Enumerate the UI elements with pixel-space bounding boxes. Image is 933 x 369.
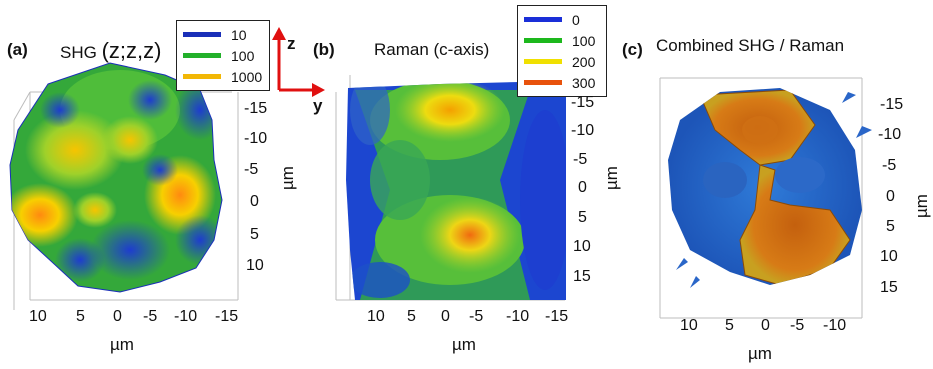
panel-c-y-tick: -10 <box>878 126 902 143</box>
panel-a-legend-label: 10 <box>231 26 247 43</box>
panel-c-x-tick: -10 <box>823 317 847 334</box>
panel-a-legend-swatch <box>183 74 221 79</box>
panel-b-legend-entry: 200 <box>524 51 600 72</box>
panel-b-y-tick: 10 <box>573 238 591 255</box>
panel-a-x-tick: 10 <box>29 308 47 325</box>
panel-a-x-tick: 5 <box>76 308 85 325</box>
panel-b-plot <box>335 75 566 301</box>
panel-b-x-tick: 10 <box>367 308 385 325</box>
panel-a-y-unit: µm <box>277 166 297 190</box>
panel-c-y-tick: 10 <box>880 248 898 265</box>
panel-a-title-text: SHG <box>60 43 97 62</box>
panel-b-legend-entry: 300 <box>524 72 600 93</box>
panel-a-legend-entry: 1000 <box>183 66 263 87</box>
panel-a-title: SHG (z;z,z) <box>60 38 161 64</box>
panel-b-legend-label: 0 <box>572 11 580 28</box>
panel-b-legend-label: 300 <box>572 74 596 91</box>
panel-c-x-tick: 5 <box>725 317 734 334</box>
panel-b-legend: 0 100 200 300 <box>517 5 607 97</box>
panel-a-legend-entry: 10 <box>183 24 263 45</box>
panel-b-y-tick: 15 <box>573 268 591 285</box>
panel-a-y-tick: 5 <box>250 226 259 243</box>
panel-a-x-tick: 0 <box>113 308 122 325</box>
panel-c-y-tick: 15 <box>880 279 898 296</box>
panel-a-x-tick: -15 <box>215 308 239 325</box>
panel-a-legend-swatch <box>183 32 221 37</box>
panel-a-legend-label: 100 <box>231 47 255 64</box>
panel-b-y-tick: 0 <box>578 179 587 196</box>
panel-b-legend-label: 200 <box>572 53 596 70</box>
axes-indicator <box>272 27 325 97</box>
panel-c-y-tick: -5 <box>882 157 897 174</box>
panel-a-y-tick: 0 <box>250 193 259 210</box>
panel-b-y-unit: µm <box>601 166 621 190</box>
panel-c-plot <box>659 77 872 319</box>
panel-c-axes-box <box>659 77 863 319</box>
panel-b-y-tick: -5 <box>573 151 588 168</box>
panel-b-legend-swatch <box>524 17 562 22</box>
panel-c-y-tick: 0 <box>886 188 895 205</box>
panel-a-title-suffix: (z;z,z) <box>101 38 162 63</box>
panel-c-x-tick: -5 <box>790 317 805 334</box>
panel-a-legend-label: 1000 <box>231 68 263 85</box>
panel-c-y-tick: 5 <box>886 218 895 235</box>
panel-b-legend-swatch <box>524 80 562 85</box>
panel-c-letter: (c) <box>622 40 643 59</box>
panel-a-legend-entry: 100 <box>183 45 263 66</box>
panel-a-y-tick: 10 <box>246 257 264 274</box>
panel-b-y-tick: 5 <box>578 209 587 226</box>
panel-b-y-tick: -15 <box>571 94 595 111</box>
panel-b-x-tick: -5 <box>469 308 484 325</box>
panel-a-x-unit: µm <box>110 335 134 354</box>
panel-a-letter: (a) <box>7 40 28 59</box>
panel-b-title: Raman (c-axis) <box>374 40 490 59</box>
panel-b-y-tick: -10 <box>571 122 595 139</box>
panel-b-x-tick: -15 <box>545 308 569 325</box>
panel-a-x-tick: -5 <box>143 308 158 325</box>
panel-c-x-unit: µm <box>748 344 772 363</box>
panel-a-y-tick: -5 <box>244 161 259 178</box>
panel-b-x-tick: 5 <box>407 308 416 325</box>
panel-b-legend-entry: 0 <box>524 9 600 30</box>
panel-a-x-tick: -10 <box>174 308 198 325</box>
panel-b-legend-swatch <box>524 59 562 64</box>
panel-c-x-tick: 0 <box>761 317 770 334</box>
panel-a-legend: 10 100 1000 <box>176 20 270 91</box>
panel-a-legend-swatch <box>183 53 221 58</box>
panel-b-legend-entry: 100 <box>524 30 600 51</box>
panel-c-x-tick: 10 <box>680 317 698 334</box>
panel-b-legend-label: 100 <box>572 32 596 49</box>
panel-a-y-tick: -15 <box>244 100 268 117</box>
panel-b-legend-swatch <box>524 38 562 43</box>
panel-b-x-tick: 0 <box>441 308 450 325</box>
panel-c-y-tick: -15 <box>880 96 904 113</box>
panel-a-plot <box>9 62 239 310</box>
panel-a-y-tick: -10 <box>244 130 268 147</box>
panel-b-x-tick: -10 <box>506 308 530 325</box>
panel-b-letter: (b) <box>313 40 335 59</box>
axis-indicator-z-label: z <box>287 34 296 53</box>
panel-c-y-unit: µm <box>911 194 931 218</box>
panel-c-title: Combined SHG / Raman <box>656 36 845 55</box>
axis-indicator-y-label: y <box>313 96 323 115</box>
panel-b-x-unit: µm <box>452 335 476 354</box>
